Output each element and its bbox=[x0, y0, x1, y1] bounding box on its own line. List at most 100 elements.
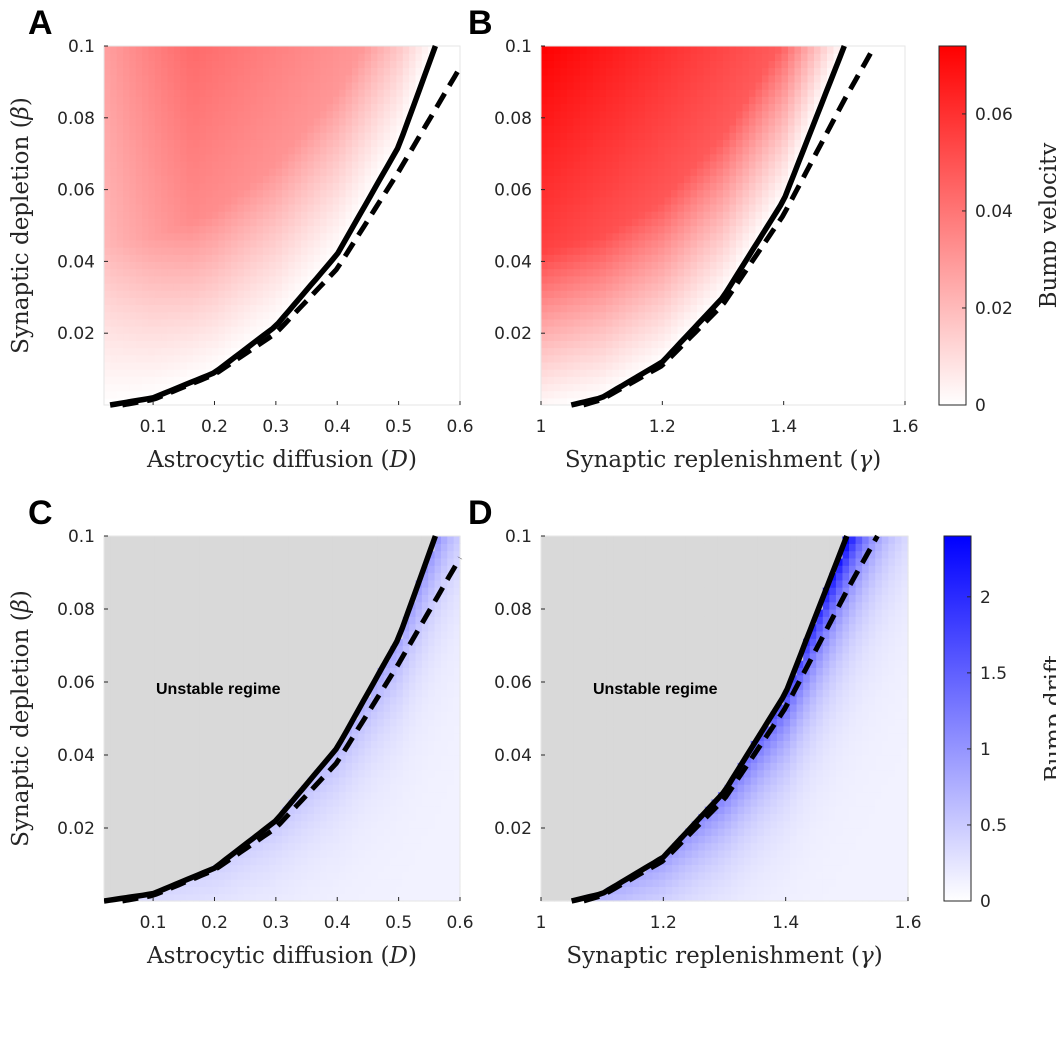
heatmap-cell bbox=[364, 189, 372, 198]
heatmap-cell bbox=[794, 53, 802, 61]
heatmap-cell bbox=[154, 60, 162, 69]
heatmap-cell bbox=[619, 139, 627, 148]
heatmap-cell bbox=[671, 189, 679, 198]
heatmap-cell bbox=[154, 67, 162, 76]
heatmap-cell bbox=[332, 340, 340, 349]
heatmap-cell bbox=[794, 383, 802, 392]
heatmap-cell bbox=[612, 261, 620, 270]
heatmap-cell bbox=[421, 53, 429, 61]
heatmap-cell bbox=[135, 168, 143, 176]
heatmap-cell bbox=[104, 254, 111, 262]
heatmap-cell bbox=[788, 225, 796, 234]
heatmap-cell bbox=[231, 189, 239, 198]
heatmap-cell bbox=[599, 232, 607, 241]
heatmap-cell bbox=[775, 168, 783, 176]
heatmap-cell bbox=[755, 326, 763, 334]
heatmap-cell bbox=[573, 203, 581, 212]
heatmap-cell bbox=[586, 146, 594, 155]
heatmap-cell bbox=[560, 89, 568, 97]
heatmap-cell bbox=[775, 74, 783, 83]
heatmap-cell bbox=[180, 275, 188, 284]
heatmap-cell bbox=[567, 46, 575, 54]
heatmap-cell bbox=[671, 239, 679, 248]
heatmap-cell bbox=[807, 268, 815, 277]
heatmap-cell bbox=[218, 376, 226, 385]
heatmap-cell bbox=[820, 340, 828, 349]
heatmap-cell bbox=[307, 160, 315, 169]
heatmap-cell bbox=[256, 304, 264, 313]
heatmap-cell bbox=[326, 89, 334, 97]
heatmap-cell bbox=[573, 146, 581, 155]
heatmap-cell bbox=[807, 139, 815, 148]
heatmap-cell bbox=[326, 275, 334, 284]
heatmap-cell bbox=[645, 46, 653, 54]
heatmap-cell bbox=[186, 132, 194, 140]
heatmap-cell bbox=[402, 326, 410, 334]
heatmap-cell bbox=[619, 297, 627, 306]
heatmap-cell bbox=[684, 225, 692, 234]
heatmap-cell bbox=[383, 124, 391, 133]
heatmap-cell bbox=[781, 268, 789, 277]
heatmap-cell bbox=[275, 369, 283, 377]
heatmap-cell bbox=[345, 203, 353, 212]
heatmap-cell bbox=[104, 290, 111, 298]
heatmap-cell bbox=[801, 74, 809, 83]
heatmap-cell bbox=[250, 74, 258, 83]
heatmap-cell bbox=[428, 132, 436, 140]
heatmap-cell bbox=[658, 168, 666, 176]
heatmap-cell bbox=[377, 96, 385, 105]
heatmap-cell bbox=[632, 318, 640, 327]
heatmap-cell bbox=[415, 218, 423, 227]
heatmap-cell bbox=[180, 124, 188, 133]
heatmap-cell bbox=[593, 282, 601, 291]
heatmap-cell bbox=[632, 67, 640, 76]
heatmap-cell bbox=[371, 110, 378, 119]
heatmap-cell bbox=[703, 117, 711, 126]
heatmap-cell bbox=[205, 247, 213, 255]
heatmap-cell bbox=[775, 282, 783, 291]
heatmap-cell bbox=[205, 196, 213, 205]
heatmap-cell bbox=[453, 110, 461, 119]
heatmap-cell bbox=[794, 189, 802, 198]
heatmap-cell bbox=[116, 347, 124, 356]
heatmap-cell bbox=[638, 290, 646, 298]
heatmap-cell bbox=[421, 81, 429, 90]
heatmap-cell bbox=[307, 318, 315, 327]
heatmap-cell bbox=[390, 282, 398, 291]
heatmap-cell bbox=[243, 311, 251, 320]
heatmap-cell bbox=[729, 146, 737, 155]
heatmap-cell bbox=[383, 103, 391, 112]
heatmap-cell bbox=[447, 340, 455, 349]
heatmap-cell bbox=[690, 160, 698, 169]
heatmap-cell bbox=[129, 218, 137, 227]
heatmap-cell bbox=[658, 275, 666, 284]
heatmap-cell bbox=[193, 390, 200, 399]
heatmap-cell bbox=[256, 160, 264, 169]
heatmap-cell bbox=[664, 153, 672, 162]
heatmap-cell bbox=[396, 60, 404, 69]
heatmap-cell bbox=[339, 218, 347, 227]
heatmap-cell bbox=[599, 218, 607, 227]
heatmap-cell bbox=[161, 247, 169, 255]
heatmap-cell bbox=[364, 333, 372, 341]
heatmap-cell bbox=[135, 232, 143, 241]
heatmap-cell bbox=[716, 124, 724, 133]
heatmap-cell bbox=[632, 261, 640, 270]
heatmap-cell bbox=[135, 160, 143, 169]
heatmap-cell bbox=[775, 124, 783, 133]
heatmap-cell bbox=[742, 203, 750, 212]
heatmap-cell bbox=[645, 153, 653, 162]
heatmap-cell bbox=[237, 211, 245, 219]
heatmap-cell bbox=[351, 189, 359, 198]
heatmap-cell bbox=[186, 247, 194, 255]
heatmap-cell bbox=[116, 232, 124, 241]
heatmap-cell bbox=[794, 232, 802, 241]
heatmap-cell bbox=[180, 340, 188, 349]
heatmap-cell bbox=[409, 67, 417, 76]
heatmap-cell bbox=[326, 369, 334, 377]
heatmap-cell bbox=[606, 67, 614, 76]
heatmap-cell bbox=[377, 218, 385, 227]
heatmap-cell bbox=[301, 124, 309, 133]
heatmap-cell bbox=[332, 117, 340, 126]
heatmap-cell bbox=[110, 232, 118, 241]
